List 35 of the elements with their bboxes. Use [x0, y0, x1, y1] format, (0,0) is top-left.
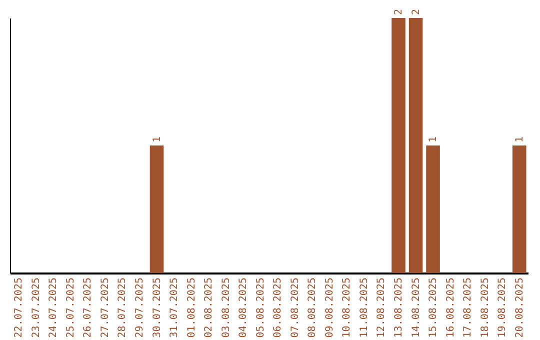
x-tick-label: 31.07.2025 — [169, 278, 180, 338]
x-tick-label: 28.07.2025 — [117, 278, 128, 338]
x-tick-label: 12.08.2025 — [376, 278, 388, 338]
data-label: 1 — [428, 136, 440, 142]
x-tick-label: 08.08.2025 — [307, 278, 318, 338]
x-tick-label: 24.07.2025 — [48, 278, 60, 338]
x-tick-label: 10.08.2025 — [342, 278, 353, 338]
x-tick-label: 02.08.2025 — [204, 278, 215, 338]
x-tick-label: 17.08.2025 — [462, 278, 474, 338]
x-tick-label: 11.08.2025 — [358, 278, 370, 338]
x-tick-label: 22.07.2025 — [14, 278, 25, 338]
x-tick-label: 04.08.2025 — [238, 278, 250, 338]
x-tick-label: 07.08.2025 — [290, 278, 301, 338]
x-tick-label: 19.08.2025 — [497, 278, 508, 338]
x-tick-label: 16.08.2025 — [445, 278, 456, 338]
x-tick-label: 03.08.2025 — [220, 278, 232, 338]
x-tick-label: 05.08.2025 — [255, 278, 266, 338]
data-label: 1 — [514, 136, 526, 142]
x-tick-label: 13.08.2025 — [394, 278, 404, 338]
x-tick-label: 23.07.2025 — [30, 278, 42, 338]
x-tick-label: 14.08.2025 — [410, 278, 422, 338]
x-tick-label: 20.08.2025 — [514, 278, 526, 338]
x-tick-label: 06.08.2025 — [272, 278, 284, 338]
x-tick-label: 29.07.2025 — [134, 278, 146, 338]
data-label: 2 — [394, 8, 404, 15]
x-tick-label: 09.08.2025 — [324, 278, 336, 338]
data-label: 2 — [410, 8, 422, 15]
x-tick-label: 27.07.2025 — [100, 278, 111, 338]
x-tick-label: 26.07.2025 — [82, 278, 94, 338]
x-tick-label: 01.08.2025 — [186, 278, 198, 338]
x-tick-label: 30.07.2025 — [152, 278, 163, 338]
data-label: 1 — [152, 136, 163, 142]
x-tick-label: 15.08.2025 — [428, 278, 440, 338]
x-tick-label: 18.08.2025 — [480, 278, 491, 338]
x-tick-label: 25.07.2025 — [65, 278, 76, 338]
